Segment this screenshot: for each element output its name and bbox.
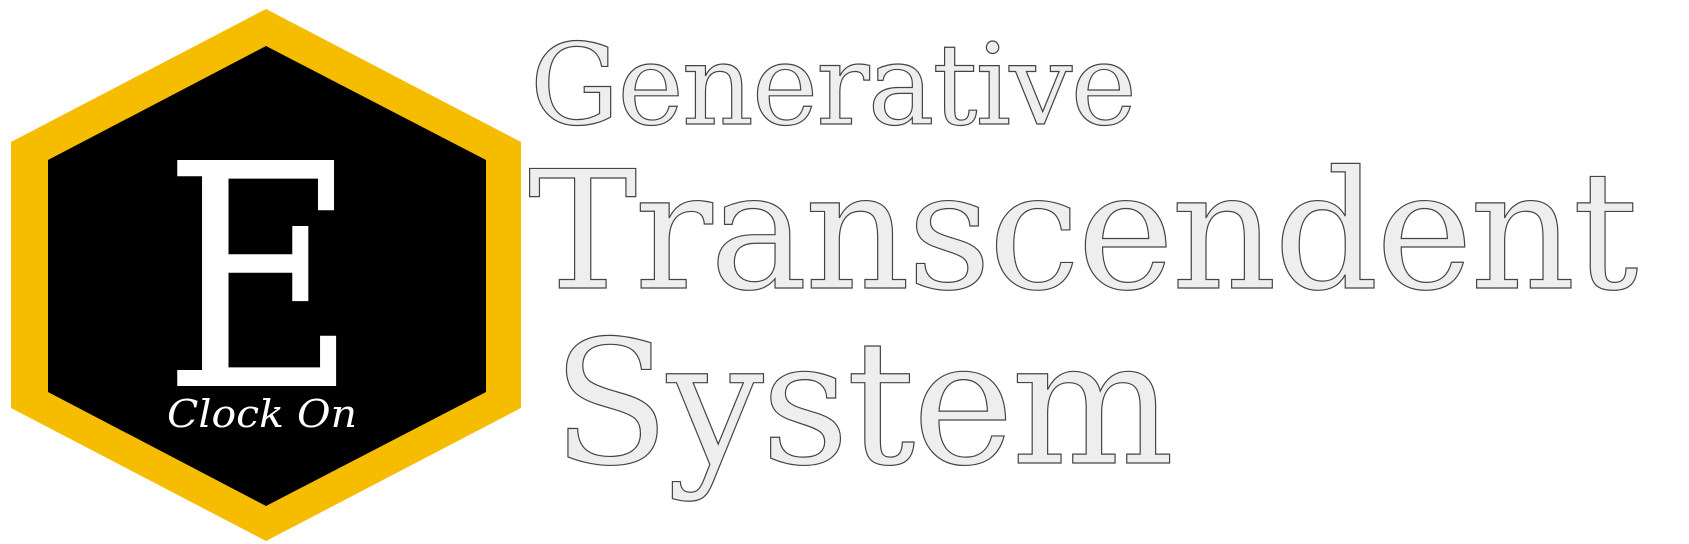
hexagon-logo-mark: E Clock On <box>0 0 540 544</box>
wordmark-line-generative: Generative <box>530 30 1135 142</box>
wordmark-line-system: System <box>552 318 1171 490</box>
logo-tagline: Clock On <box>167 392 357 436</box>
wordmark-line-transcendent: Transcendent <box>528 150 1635 314</box>
